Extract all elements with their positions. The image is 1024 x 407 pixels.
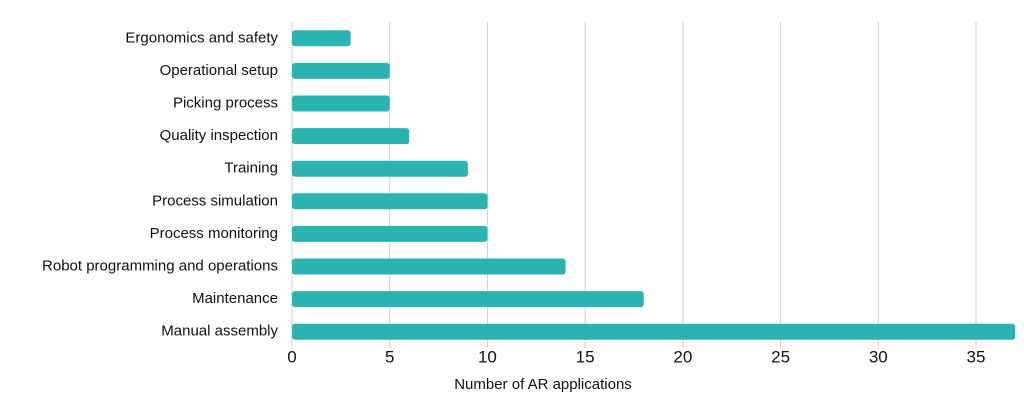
x-tick-label: 20 [673,347,692,366]
bar [292,30,351,47]
x-tick-label: 0 [287,347,296,366]
x-tick-label: 10 [478,347,497,366]
bar [292,258,566,275]
bar [292,291,644,308]
bar [292,128,410,145]
bar [292,62,390,79]
y-tick-label: Training [224,160,278,177]
y-tick-label: Process simulation [152,192,278,209]
x-tick-label: 15 [576,347,595,366]
y-tick-label: Ergonomics and safety [125,29,278,46]
y-tick-label: Process monitoring [150,225,278,242]
bar [292,193,488,210]
bar [292,225,488,242]
x-tick-label: 35 [967,347,986,366]
y-tick-label: Picking process [173,94,278,111]
x-tick-label: 30 [869,347,888,366]
y-tick-label: Robot programming and operations [42,257,278,274]
y-tick-label: Operational setup [160,62,278,79]
y-tick-label: Maintenance [192,290,278,307]
bar [292,95,390,112]
x-axis-title: Number of AR applications [454,376,632,393]
bar [292,323,1016,340]
bar [292,160,468,177]
y-tick-label: Manual assembly [161,323,278,340]
x-tick-label: 5 [385,347,394,366]
y-tick-label: Quality inspection [160,127,278,144]
x-tick-label: 25 [771,347,790,366]
